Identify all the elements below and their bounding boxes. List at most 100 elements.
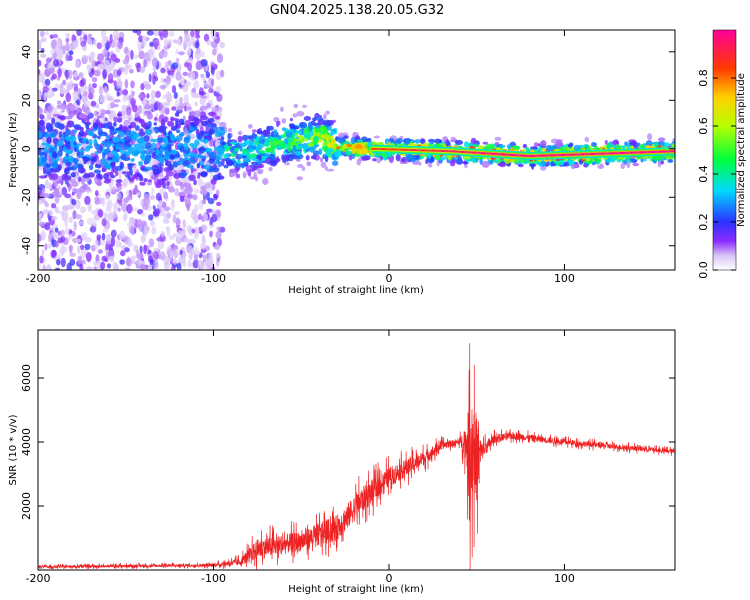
- spectrogram-cell: [200, 59, 208, 67]
- spectrogram-cell: [130, 49, 134, 60]
- spectrogram-cell: [193, 179, 197, 186]
- spectrogram-cell: [147, 249, 152, 255]
- spectrogram-cell: [106, 263, 112, 269]
- spectrogram-cell: [498, 144, 506, 148]
- y-tick-label: 0: [20, 145, 33, 152]
- spectrogram-cell: [177, 105, 184, 111]
- spectrogram-cell: [190, 71, 196, 81]
- spectrogram-cell: [578, 153, 581, 156]
- spectrogram-cell: [72, 90, 80, 101]
- spectrogram-cell: [416, 149, 419, 152]
- spectrogram-cell: [465, 158, 470, 162]
- spectrogram-cell: [112, 136, 120, 143]
- spectrogram-cell: [483, 152, 485, 155]
- spectrogram-cell: [40, 230, 46, 241]
- spectrogram-cell: [400, 158, 406, 163]
- spectrogram-cell: [160, 230, 165, 237]
- spectrogram-cell: [616, 152, 619, 155]
- spectrogram-cell: [258, 139, 266, 144]
- spectrogram-cell: [367, 141, 372, 147]
- spectrogram-cell: [48, 62, 53, 69]
- spectrogram-cell: [408, 148, 410, 151]
- spectrogram-cell: [134, 150, 140, 156]
- spectrogram-cell: [386, 152, 390, 158]
- spectrogram-cell: [551, 154, 554, 157]
- spectrogram-cell: [242, 148, 248, 154]
- spectrogram-cell: [351, 148, 356, 155]
- spectrogram-cell: [427, 162, 433, 168]
- spectrogram-cell: [573, 163, 580, 169]
- spectrogram-cell: [436, 149, 439, 152]
- spectrogram-cell: [149, 258, 153, 266]
- spectrogram-cell: [123, 119, 130, 127]
- spectrogram-cell: [206, 208, 213, 213]
- spectrogram-cell: [545, 154, 547, 157]
- x-tick-label: -200: [26, 272, 51, 285]
- spectrogram-cell: [460, 150, 463, 153]
- spectrogram-cell: [199, 189, 208, 195]
- spectrogram-cell: [140, 83, 145, 91]
- spectrogram-cell: [229, 168, 237, 174]
- spectrogram-cell: [241, 155, 247, 159]
- spectrogram-cell: [203, 33, 210, 42]
- spectrogram-cell: [201, 234, 206, 243]
- spectrogram-cell: [649, 151, 652, 154]
- spectrogram-cell: [326, 120, 335, 126]
- spectrogram-cell: [420, 149, 423, 152]
- spectrogram-cell: [97, 173, 101, 177]
- spectrogram-cell: [427, 149, 429, 152]
- spectrogram-cell: [125, 143, 132, 148]
- spectrogram-cell: [583, 153, 585, 156]
- spectrogram-cell: [97, 135, 101, 140]
- spectrogram-cell: [92, 122, 99, 129]
- spectrogram-cell: [97, 53, 104, 63]
- spectrogram-cell: [517, 163, 524, 168]
- spectrogram-cell: [529, 163, 537, 167]
- spectrogram-cell: [247, 159, 251, 163]
- spectrogram-cell: [163, 217, 169, 224]
- spectrogram-cell: [143, 244, 148, 255]
- spectrogram-cell: [113, 202, 119, 211]
- spectrogram-cell: [514, 154, 517, 157]
- spectrogram-cell: [153, 40, 159, 48]
- spectrogram-cell: [655, 150, 658, 153]
- x-tick-label: 100: [554, 272, 575, 285]
- spectrogram-cell: [157, 239, 165, 250]
- spectrogram-cell: [518, 154, 521, 157]
- spectrogram-cell: [41, 197, 46, 204]
- spectrogram-cell: [191, 228, 196, 234]
- spectrogram-cell: [191, 153, 198, 158]
- spectrogram-cell: [214, 38, 220, 43]
- spectrogram-cell: [182, 257, 187, 268]
- spectrogram-cell: [65, 115, 73, 120]
- spectrogram-cell: [53, 182, 58, 187]
- spectrogram-cell: [118, 199, 123, 207]
- spectrogram-cell: [152, 210, 159, 217]
- spectrogram-cell: [267, 125, 274, 131]
- spectrogram-cell: [97, 128, 104, 136]
- spectrogram-cell: [589, 153, 592, 156]
- spectrogram-cell: [663, 150, 665, 153]
- spectrogram-cell: [144, 110, 151, 114]
- spectrogram-cell: [288, 141, 292, 146]
- spectrogram-cell: [78, 176, 82, 183]
- spectrogram-cell: [113, 80, 117, 87]
- spectrogram-cell: [62, 146, 67, 152]
- spectrogram-cell: [621, 145, 626, 149]
- spectrogram-cell: [71, 198, 77, 206]
- spectrogram-cell: [322, 134, 330, 140]
- spectrogram-x-axis-title: Height of straight line (km): [288, 285, 424, 296]
- x-tick-label: -200: [26, 572, 51, 585]
- spectrogram-cell: [84, 195, 91, 205]
- spectrogram-cell: [167, 60, 172, 67]
- spectrogram-cell: [165, 61, 169, 69]
- spectrogram-cell: [324, 155, 329, 163]
- spectrogram-cell: [59, 86, 67, 95]
- spectrogram-cell: [188, 127, 196, 132]
- spectrogram-cell: [114, 170, 119, 177]
- spectrogram-cell: [536, 154, 539, 157]
- spectrogram-cell: [126, 129, 131, 135]
- spectrogram-cell: [39, 30, 45, 38]
- spectrogram-cell: [153, 260, 159, 270]
